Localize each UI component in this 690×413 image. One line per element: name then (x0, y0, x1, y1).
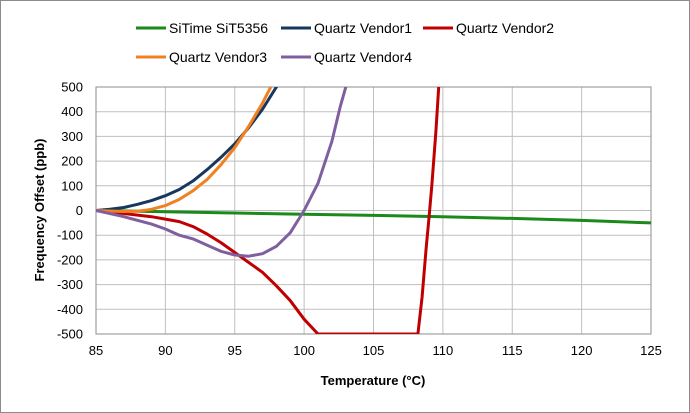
y-tick-label: -500 (57, 327, 83, 342)
legend-item-3: Quartz Vendor2 (423, 20, 554, 36)
legend: SiTime SiT5356 Quartz Vendor1 Quartz Vendo… (136, 20, 554, 65)
series-line-4 (96, 87, 273, 213)
legend-label: Quartz Vendor2 (456, 20, 554, 36)
y-tick-label: 400 (61, 104, 83, 119)
x-tick-label: 100 (293, 343, 315, 358)
series-line-3 (96, 87, 441, 334)
x-tick-label: 95 (228, 343, 242, 358)
legend-item-4: Quartz Vendor3 (136, 49, 267, 65)
y-axis-title: Frequency Offset (ppb) (32, 138, 47, 281)
legend-label: Quartz Vendor1 (314, 20, 412, 36)
y-tick-label: 0 (76, 203, 83, 218)
y-tick-label: -100 (57, 228, 83, 243)
x-tick-label: 125 (640, 343, 662, 358)
legend-label: Quartz Vendor4 (314, 49, 412, 65)
x-tick-label: 85 (89, 343, 103, 358)
series-line-5 (96, 87, 348, 258)
x-tick-label: 115 (502, 343, 523, 358)
y-tick-label: 100 (61, 178, 83, 193)
x-tick-label: 120 (571, 343, 593, 358)
legend-item-2: Quartz Vendor1 (281, 20, 412, 36)
y-tick-label: -300 (57, 277, 83, 292)
series-layer (96, 87, 651, 334)
tick-labels: 85 90 95 100 105 110 115 120 125 500 400 300 200 100 0… (57, 80, 662, 359)
legend-label: Quartz Vendor3 (169, 49, 267, 65)
legend-label: SiTime SiT5356 (169, 20, 268, 36)
y-tick-label: -200 (57, 252, 83, 267)
y-tick-label: -400 (57, 302, 83, 317)
y-tick-label: 500 (61, 80, 83, 95)
x-axis-title: Temperature (°C) (321, 373, 426, 388)
x-tick-label: 105 (363, 343, 385, 358)
legend-item-5: Quartz Vendor4 (281, 49, 412, 65)
x-tick-label: 90 (158, 343, 172, 358)
x-tick-label: 110 (433, 343, 454, 358)
series-line-1 (96, 209, 651, 225)
y-tick-label: 300 (61, 129, 83, 144)
legend-item-1: SiTime SiT5356 (136, 20, 268, 36)
y-tick-label: 200 (61, 154, 83, 169)
